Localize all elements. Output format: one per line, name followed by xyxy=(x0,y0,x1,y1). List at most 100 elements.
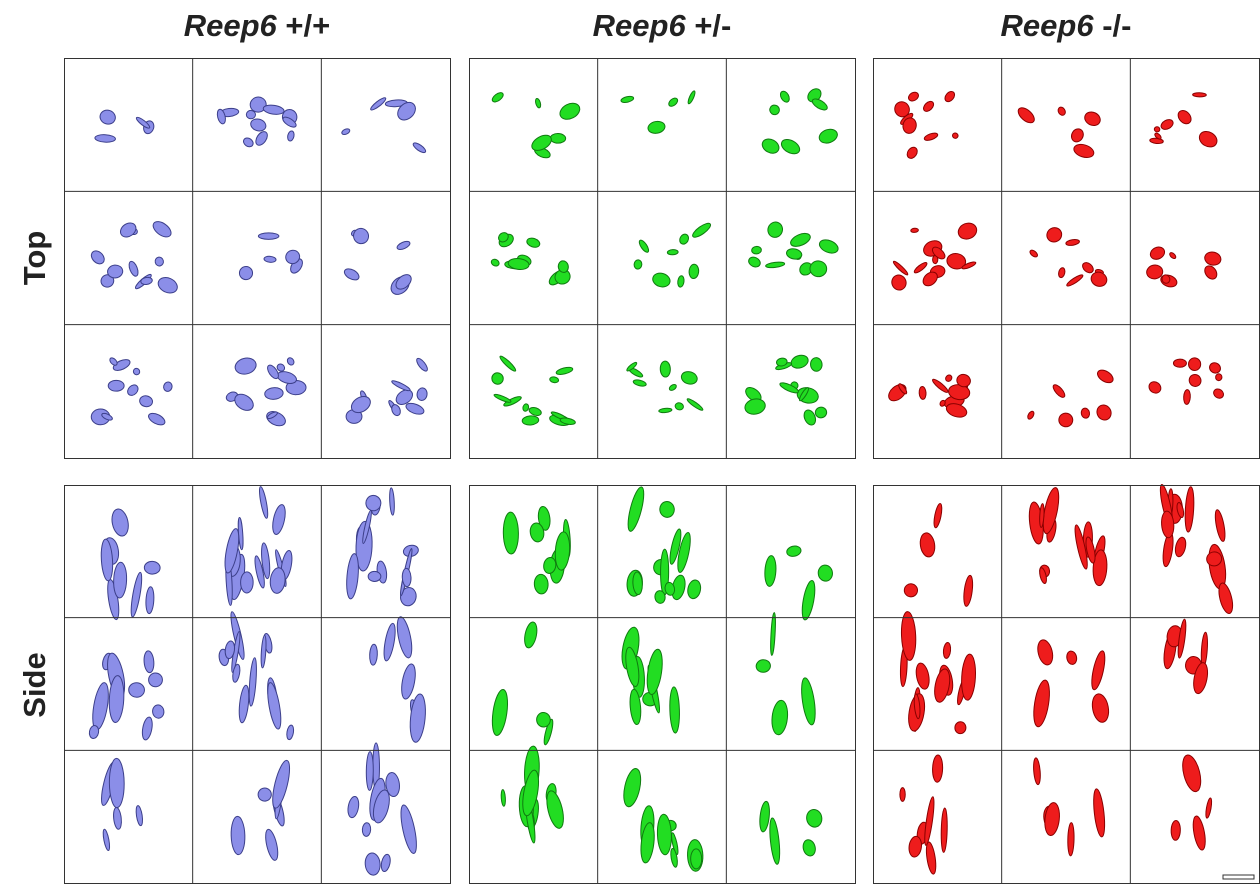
blob xyxy=(919,532,937,558)
blob xyxy=(779,90,791,104)
blob xyxy=(651,271,672,289)
blob xyxy=(932,755,943,783)
blob xyxy=(95,134,116,143)
blob xyxy=(139,395,154,408)
blob xyxy=(135,805,144,826)
blob xyxy=(941,808,948,853)
blob xyxy=(800,580,818,621)
blob xyxy=(677,275,685,287)
blob xyxy=(368,571,381,581)
blob xyxy=(667,96,679,107)
blob xyxy=(1090,693,1111,724)
blob xyxy=(811,97,829,112)
blob xyxy=(919,386,927,399)
blob xyxy=(144,561,160,575)
blob xyxy=(789,231,812,249)
blob xyxy=(522,415,539,425)
blob xyxy=(237,264,256,283)
blob xyxy=(789,353,809,370)
blob xyxy=(102,829,111,851)
blob xyxy=(1206,543,1228,590)
blob xyxy=(1213,509,1227,542)
blob xyxy=(962,575,974,607)
blob xyxy=(805,808,823,828)
blob xyxy=(625,486,647,533)
blob xyxy=(786,545,802,558)
blob xyxy=(491,91,505,104)
blob xyxy=(118,220,139,240)
blob xyxy=(265,682,283,730)
blob xyxy=(905,145,919,160)
blob xyxy=(152,704,165,718)
blob xyxy=(922,100,936,114)
blob xyxy=(1089,650,1107,691)
blob xyxy=(1203,250,1222,266)
blob xyxy=(768,103,781,116)
blob xyxy=(768,818,781,865)
blob xyxy=(1016,105,1037,126)
blob xyxy=(932,503,943,528)
blob xyxy=(286,357,295,367)
blob xyxy=(815,406,828,418)
blob xyxy=(287,130,295,141)
blob xyxy=(1197,128,1220,150)
blob xyxy=(1092,788,1107,837)
blob xyxy=(747,255,762,268)
blob xyxy=(489,370,505,386)
blob xyxy=(1057,412,1074,429)
blob xyxy=(1043,802,1061,836)
blob xyxy=(1212,387,1225,400)
blob xyxy=(369,644,378,665)
blob xyxy=(943,90,956,104)
blob xyxy=(914,662,931,690)
blob xyxy=(1191,815,1208,851)
blob xyxy=(686,397,704,411)
blob xyxy=(258,486,270,519)
blob xyxy=(892,260,909,276)
blob xyxy=(145,587,154,614)
blob xyxy=(1029,249,1039,258)
blob xyxy=(269,759,293,810)
blob xyxy=(818,237,841,255)
blob xyxy=(1202,264,1219,282)
blob xyxy=(154,256,164,267)
blob xyxy=(535,98,542,109)
blob xyxy=(362,823,371,837)
blob xyxy=(522,403,529,412)
blob xyxy=(412,141,427,154)
blob xyxy=(743,397,766,416)
scale-bar xyxy=(1223,875,1254,879)
blob xyxy=(544,789,567,830)
blob xyxy=(913,261,928,275)
blob xyxy=(286,725,295,740)
blob xyxy=(493,393,511,404)
blob xyxy=(760,136,782,156)
blob xyxy=(638,239,651,254)
blob xyxy=(253,130,269,148)
blob xyxy=(1066,650,1078,665)
blob xyxy=(89,248,107,266)
blob xyxy=(960,654,976,701)
blob xyxy=(129,572,144,618)
blob xyxy=(660,361,671,377)
blob xyxy=(956,220,979,241)
blob xyxy=(260,635,267,668)
blob xyxy=(127,260,140,277)
blob xyxy=(141,716,154,740)
blob xyxy=(140,277,153,286)
blob xyxy=(1044,225,1064,245)
blob xyxy=(1171,820,1181,840)
blob xyxy=(634,259,643,269)
blob xyxy=(394,616,414,659)
blob xyxy=(659,408,672,413)
blob xyxy=(668,383,677,391)
blob xyxy=(1069,127,1085,144)
blob xyxy=(680,370,699,386)
blob xyxy=(257,787,273,803)
blob xyxy=(90,682,111,732)
blob xyxy=(1188,358,1201,371)
blob xyxy=(503,512,519,554)
blob xyxy=(1031,679,1052,728)
blob xyxy=(758,801,770,832)
blob xyxy=(799,677,818,726)
